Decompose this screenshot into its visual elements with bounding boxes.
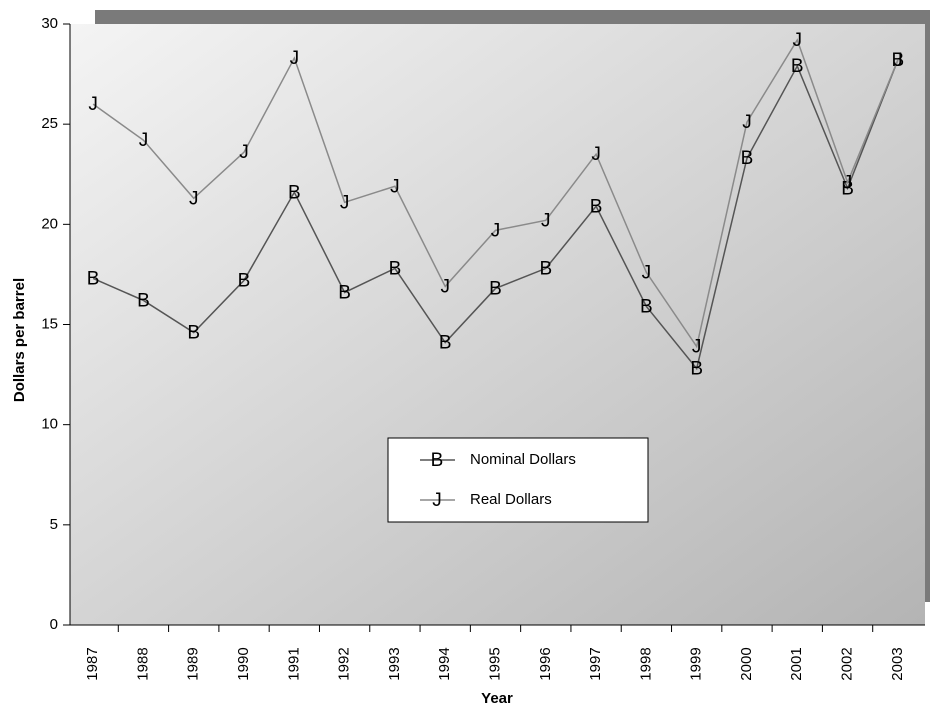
point-marker: B: [640, 296, 653, 317]
x-tick-label: 1987: [84, 647, 101, 680]
point-marker: B: [187, 323, 200, 344]
x-tick-label: 2001: [788, 647, 805, 680]
point-marker: J: [88, 94, 98, 115]
point-marker: B: [741, 148, 754, 169]
x-tick-label: 2003: [889, 647, 906, 680]
x-tick-label: 2002: [839, 647, 856, 680]
series-line: [92, 59, 899, 371]
x-tick-label: 1997: [587, 647, 604, 680]
point-marker: B: [338, 282, 351, 303]
legend-label: Nominal Dollars: [470, 451, 576, 468]
point-marker: J: [642, 262, 652, 283]
point-marker: B: [439, 333, 452, 354]
point-marker: J: [843, 172, 853, 193]
point-marker: B: [288, 182, 301, 203]
point-marker: J: [239, 142, 249, 163]
point-marker: J: [793, 30, 803, 51]
x-tick-label: 1996: [537, 647, 554, 680]
legend: [387, 437, 649, 523]
x-tick-label: 2000: [738, 647, 755, 680]
point-marker: J: [139, 130, 149, 151]
point-marker: B: [590, 196, 603, 217]
point-marker: J: [290, 48, 300, 69]
x-tick-label: 1994: [436, 647, 453, 680]
point-marker: J: [491, 220, 501, 241]
point-marker: J: [340, 192, 350, 213]
point-marker: B: [87, 268, 100, 289]
point-marker: J: [893, 50, 903, 71]
x-tick-label: 1991: [285, 647, 302, 680]
point-marker: J: [390, 176, 400, 197]
point-marker: B: [690, 359, 703, 380]
point-marker: B: [489, 278, 502, 299]
y-axis-title: Dollars per barrel: [11, 278, 28, 402]
point-marker: J: [692, 337, 702, 358]
point-marker: B: [238, 270, 251, 291]
plot-area: [70, 24, 925, 625]
y-tick-label: 25: [41, 115, 58, 132]
y-tick-label: 0: [50, 616, 58, 633]
x-tick-label: 1988: [134, 647, 151, 680]
series-line: [92, 38, 899, 349]
x-tick-label: 1989: [185, 647, 202, 680]
y-tick-label: 20: [41, 215, 58, 232]
point-marker: J: [742, 112, 752, 133]
legend-label: Real Dollars: [470, 491, 552, 508]
y-tick-label: 10: [41, 416, 58, 433]
point-marker: B: [841, 178, 854, 199]
x-tick-label: 1998: [637, 647, 654, 680]
x-axis-title: Year: [481, 690, 513, 707]
x-tick-label: 1992: [336, 647, 353, 680]
y-tick-label: 15: [41, 315, 58, 332]
frame-shadow-right: [925, 24, 930, 602]
point-marker: J: [541, 210, 551, 231]
x-tick-label: 1993: [386, 647, 403, 680]
y-tick-label: 30: [41, 15, 58, 32]
point-marker: J: [189, 188, 199, 209]
point-marker: B: [791, 56, 804, 77]
y-tick-label: 5: [50, 516, 58, 533]
point-marker: J: [440, 276, 450, 297]
frame-shadow-top: [95, 10, 930, 25]
x-tick-label: 1999: [688, 647, 705, 680]
legend-marker: B: [431, 450, 444, 471]
x-tick-label: 1995: [486, 647, 503, 680]
point-marker: B: [137, 290, 150, 311]
x-tick-label: 1990: [235, 647, 252, 680]
point-marker: B: [389, 258, 402, 279]
legend-marker: J: [432, 490, 442, 511]
point-marker: B: [539, 258, 552, 279]
point-marker: J: [591, 144, 601, 165]
